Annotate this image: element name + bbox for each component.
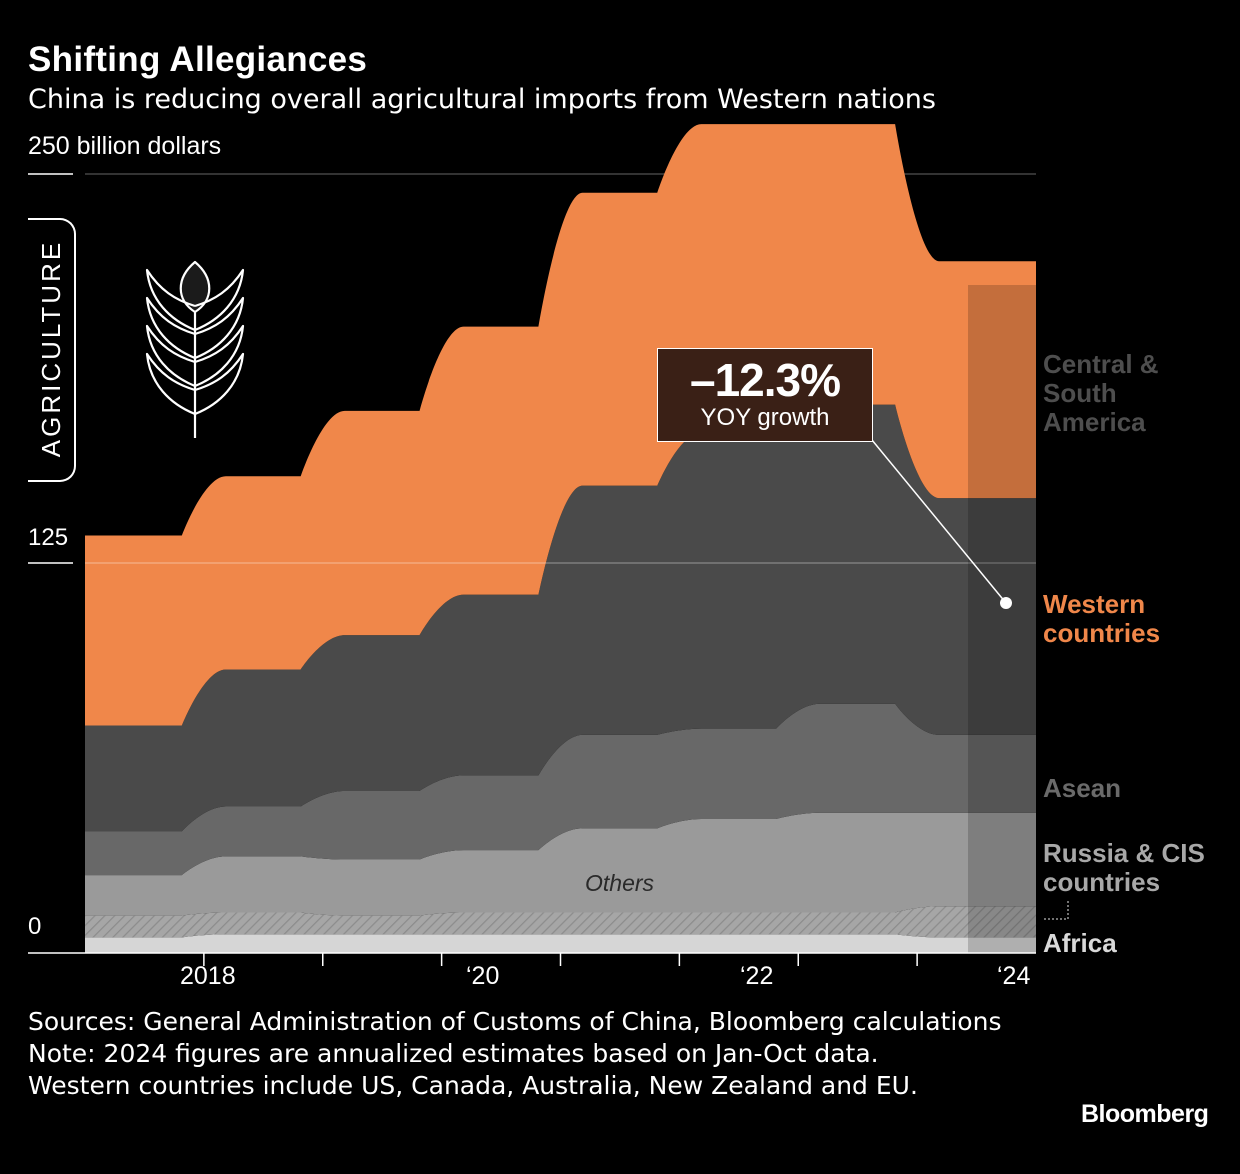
label-africa: Africa xyxy=(1043,929,1117,958)
label-line: Asean xyxy=(1043,773,1122,803)
x-tick-20: ‘20 xyxy=(466,962,500,990)
label-line: America xyxy=(1043,407,1146,437)
area-africa xyxy=(85,934,1036,953)
label-asean: Asean xyxy=(1043,774,1121,803)
area-russia-cis xyxy=(85,812,1036,916)
y-tick-125: 125 xyxy=(28,524,69,551)
callout-value: –12.3% xyxy=(689,354,841,406)
callout-leader xyxy=(871,439,1007,604)
area-layers xyxy=(85,124,1036,953)
y-tick-0: 0 xyxy=(28,913,42,940)
label-central-south-america: Central & South America xyxy=(1043,350,1159,437)
estimate-shade-2024 xyxy=(968,285,1036,953)
label-line: South xyxy=(1043,378,1117,408)
footer-note-2: Western countries include US, Canada, Au… xyxy=(28,1071,918,1100)
label-western-countries: Western countries xyxy=(1043,590,1160,648)
chart-title: Shifting Allegiances xyxy=(28,40,368,79)
label-russia-cis: Russia & CIS countries xyxy=(1043,839,1205,897)
label-line: Russia & CIS xyxy=(1043,838,1205,868)
label-line: countries xyxy=(1043,867,1161,897)
agriculture-tab xyxy=(28,218,76,482)
x-tick-24: ‘24 xyxy=(997,962,1031,990)
x-tick-22: ‘22 xyxy=(740,962,774,990)
africa-leader xyxy=(1044,900,1069,920)
label-others: Others xyxy=(585,870,655,896)
growth-callout: –12.3% YOY growth xyxy=(657,348,873,442)
label-line: Central & xyxy=(1043,349,1159,379)
bloomberg-logo: Bloomberg xyxy=(1081,1100,1209,1128)
label-line: Africa xyxy=(1043,928,1117,958)
x-tick-marks xyxy=(203,953,918,966)
y-tick-250: 250 billion dollars xyxy=(28,132,222,160)
area-central-south-america xyxy=(85,404,1036,832)
footer-note-1: Note: 2024 figures are annualized estima… xyxy=(28,1039,879,1068)
area-western xyxy=(85,124,1036,726)
callout-dot xyxy=(1000,597,1012,609)
area-others xyxy=(85,906,1036,938)
agriculture-tab-label-wrap: AGRICULTURE xyxy=(30,218,74,478)
footer-notes: Sources: General Administration of Custo… xyxy=(28,1006,1028,1102)
label-line: countries xyxy=(1043,618,1161,648)
label-line: Western xyxy=(1043,589,1146,619)
x-tick-2018: 2018 xyxy=(180,962,236,990)
footer-sources: Sources: General Administration of Custo… xyxy=(28,1007,1002,1036)
agriculture-tab-label: AGRICULTURE xyxy=(36,239,67,457)
chart-subtitle: China is reducing overall agricultural i… xyxy=(28,84,936,115)
callout-label: YOY growth xyxy=(700,404,830,431)
area-asean xyxy=(85,703,1036,876)
wheat-icon xyxy=(145,260,245,438)
